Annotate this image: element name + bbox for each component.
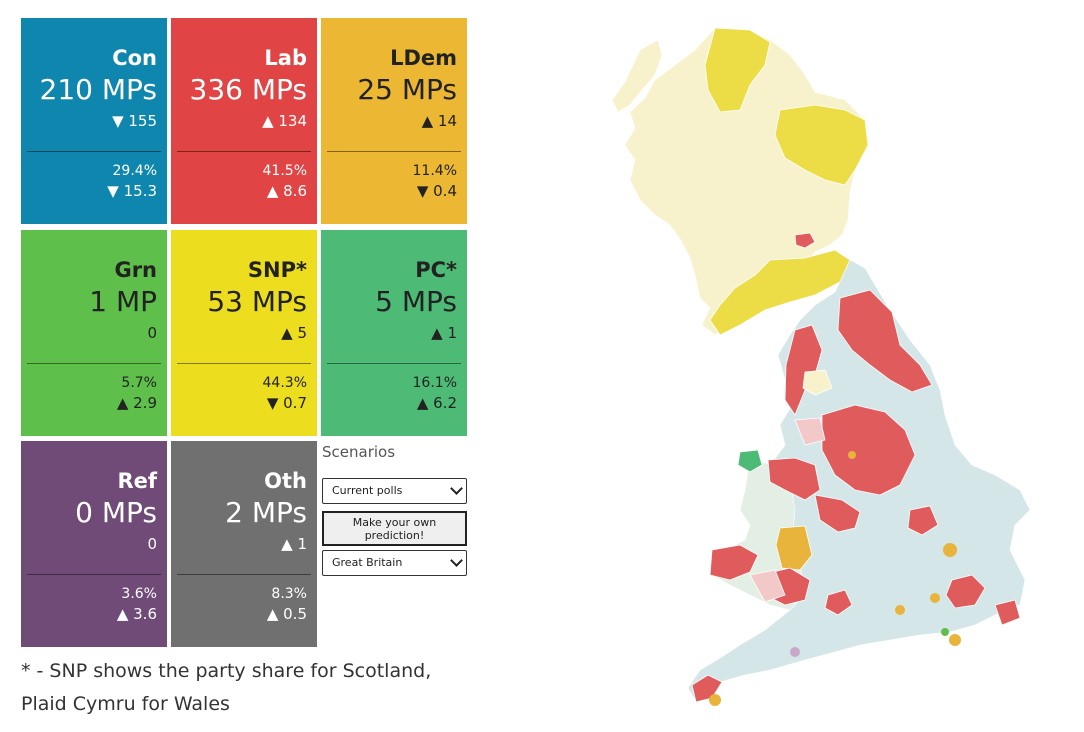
- vote-share-change: ▼ 0.4: [416, 182, 457, 200]
- vote-share-change: ▼ 15.3: [107, 182, 157, 200]
- seat-count: 2 MPs: [225, 496, 307, 529]
- map-seat-cornwall[interactable]: [691, 674, 723, 703]
- party-tile-ref: Ref 0 MPs 0 3.6% ▲ 3.6: [21, 441, 167, 647]
- map-seat-north-east-england[interactable]: [837, 289, 933, 393]
- vote-share: 44.3%: [262, 375, 307, 391]
- seat-count: 0 MPs: [75, 496, 157, 529]
- map-seat-wales-border-light[interactable]: [749, 569, 786, 603]
- map-seat-lancashire-light[interactable]: [794, 417, 826, 446]
- party-tile-oth: Oth 2 MPs ▲ 1 8.3% ▲ 0.5: [171, 441, 317, 647]
- chevron-down-icon: [450, 482, 463, 495]
- party-name: Ref: [117, 469, 157, 493]
- constituency-map[interactable]: [600, 20, 1060, 710]
- footnote-line-1: * - SNP shows the party share for Scotla…: [21, 660, 432, 682]
- vote-share: 8.3%: [271, 586, 307, 602]
- vote-share-change: ▲ 8.6: [266, 182, 307, 200]
- map-seat-north-east[interactable]: [774, 104, 869, 186]
- party-tile-grn: Grn 1 MP 0 5.7% ▲ 2.9: [21, 230, 167, 436]
- map-seat-cumbria-light[interactable]: [802, 369, 833, 396]
- party-tile-con: Con 210 MPs ▼ 155 29.4% ▼ 15.3: [21, 18, 167, 224]
- seat-change: ▲ 1: [431, 324, 457, 342]
- map-seat-central-belt[interactable]: [794, 232, 816, 249]
- map-seat-east-anglia[interactable]: [907, 505, 939, 536]
- party-name: Oth: [264, 469, 307, 493]
- divider: [27, 363, 161, 364]
- party-tile-ldem: LDem 25 MPs ▲ 14 11.4% ▼ 0.4: [321, 18, 467, 224]
- party-name: LDem: [390, 46, 457, 70]
- seat-change: 0: [147, 324, 157, 342]
- map-seat-ldem-1[interactable]: [943, 543, 957, 557]
- map-seat-anglesey[interactable]: [737, 449, 763, 473]
- party-name: SNP*: [247, 258, 307, 282]
- map-seat-south-scotland[interactable]: [709, 249, 851, 336]
- seat-change: ▲ 1: [281, 535, 307, 553]
- map-region-outer-hebrides[interactable]: [611, 39, 663, 113]
- divider: [177, 574, 311, 575]
- seat-count: 25 MPs: [357, 73, 457, 106]
- seat-change: ▲ 14: [421, 112, 457, 130]
- map-seat-ldem-4[interactable]: [949, 634, 961, 646]
- map-seat-ldem-3[interactable]: [895, 605, 905, 615]
- seat-count: 1 MP: [89, 285, 157, 318]
- vote-share: 3.6%: [121, 586, 157, 602]
- divider: [327, 151, 461, 152]
- map-seat-south-wales[interactable]: [709, 544, 759, 581]
- region-select-value: Great Britain: [332, 556, 403, 569]
- seat-change: ▲ 5: [281, 324, 307, 342]
- map-seat-ldem-5[interactable]: [848, 451, 856, 459]
- party-tile-pc: PC* 5 MPs ▲ 1 16.1% ▲ 6.2: [321, 230, 467, 436]
- divider: [327, 363, 461, 364]
- party-name: Grn: [114, 258, 157, 282]
- map-seat-midlands[interactable]: [814, 494, 861, 533]
- vote-share: 41.5%: [262, 163, 307, 179]
- seat-change: ▲ 134: [262, 112, 307, 130]
- region-select[interactable]: Great Britain: [322, 550, 467, 576]
- vote-share-change: ▲ 6.2: [416, 394, 457, 412]
- divider: [27, 151, 161, 152]
- map-seat-ceredigion[interactable]: [775, 525, 813, 571]
- vote-share-change: ▲ 3.6: [116, 605, 157, 623]
- seat-count: 210 MPs: [39, 73, 157, 106]
- make-prediction-button[interactable]: Make your own prediction!: [322, 511, 467, 546]
- map-seat-lancashire-yorkshire[interactable]: [821, 404, 916, 496]
- divider: [177, 151, 311, 152]
- vote-share-change: ▲ 2.9: [116, 394, 157, 412]
- party-name: Con: [112, 46, 157, 70]
- map-seat-bristol[interactable]: [824, 589, 853, 616]
- seat-count: 336 MPs: [189, 73, 307, 106]
- map-seat-ldem-6[interactable]: [709, 694, 721, 706]
- map-seat-ref-1[interactable]: [790, 647, 800, 657]
- party-name: Lab: [264, 46, 307, 70]
- map-seat-ldem-2[interactable]: [930, 593, 940, 603]
- map-seat-grn-1[interactable]: [941, 628, 949, 636]
- map-seat-london[interactable]: [945, 574, 986, 609]
- map-seat-cumbria[interactable]: [784, 324, 823, 416]
- map-seat-highlands[interactable]: [704, 27, 771, 113]
- divider: [27, 574, 161, 575]
- vote-share: 5.7%: [121, 375, 157, 391]
- map-seat-kent-coast[interactable]: [994, 599, 1021, 626]
- party-tile-lab: Lab 336 MPs ▲ 134 41.5% ▲ 8.6: [171, 18, 317, 224]
- footnote: * - SNP shows the party share for Scotla…: [21, 655, 431, 721]
- scenarios-title: Scenarios: [322, 443, 396, 461]
- seat-change: 0: [147, 535, 157, 553]
- vote-share: 16.1%: [412, 375, 457, 391]
- vote-share: 11.4%: [412, 163, 457, 179]
- divider: [177, 363, 311, 364]
- vote-share-change: ▲ 0.5: [266, 605, 307, 623]
- vote-share: 29.4%: [112, 163, 157, 179]
- chevron-down-icon: [450, 554, 463, 567]
- seat-count: 53 MPs: [207, 285, 307, 318]
- poll-scenario-value: Current polls: [332, 484, 403, 497]
- poll-scenario-select[interactable]: Current polls: [322, 478, 467, 504]
- seat-count: 5 MPs: [375, 285, 457, 318]
- map-seat-merseyside[interactable]: [767, 457, 821, 501]
- party-tile-snp: SNP* 53 MPs ▲ 5 44.3% ▼ 0.7: [171, 230, 317, 436]
- seat-change: ▼ 155: [112, 112, 157, 130]
- footnote-line-2: Plaid Cymru for Wales: [21, 693, 230, 715]
- party-name: PC*: [415, 258, 457, 282]
- vote-share-change: ▼ 0.7: [266, 394, 307, 412]
